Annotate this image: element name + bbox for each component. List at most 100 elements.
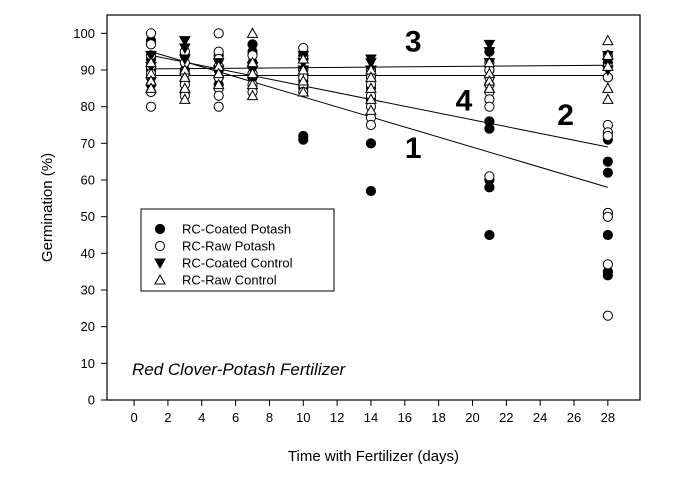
rc-raw-control-point xyxy=(297,85,310,97)
legend-label: RC-Raw Control xyxy=(182,273,277,288)
regression-line-labels: 1 2 3 4 xyxy=(405,26,574,165)
rc-coated-potash-point xyxy=(298,134,309,145)
y-tick-label: 20 xyxy=(81,319,95,334)
x-axis-title: Time with Fertilizer (days) xyxy=(288,448,459,465)
rc-coated-control-point xyxy=(483,39,496,51)
rc-raw-potash-point xyxy=(213,90,224,101)
rc-raw-potash-point xyxy=(484,101,495,112)
regression-line-label: 3 xyxy=(405,26,422,59)
legend: RC-Coated Potash RC-Raw Potash RC-Coated C… xyxy=(140,208,335,292)
rc-raw-control-point xyxy=(365,104,377,115)
regression-line-2 xyxy=(150,54,608,148)
x-tick-label: 8 xyxy=(266,410,273,425)
legend-marker xyxy=(154,240,166,252)
x-tick-label: 20 xyxy=(465,410,479,425)
rc-raw-control-point xyxy=(178,93,191,104)
y-axis-title: Germination (%) xyxy=(39,153,56,262)
data-points xyxy=(145,27,614,321)
rc-raw-potash-point xyxy=(213,101,224,112)
rc-coated-control-point xyxy=(178,43,191,55)
rc-raw-control-point xyxy=(297,74,310,86)
legend-marker xyxy=(154,258,166,270)
regression-line-label: 4 xyxy=(456,84,473,117)
rc-coated-potash-point xyxy=(602,167,613,178)
rc-coated-control-point xyxy=(178,54,191,66)
rc-raw-potash-point xyxy=(484,171,495,182)
rc-raw-control-point xyxy=(246,27,259,38)
rc-raw-potash-point xyxy=(602,211,613,222)
x-tick-label: 12 xyxy=(330,410,344,425)
rc-raw-control-point xyxy=(212,67,225,79)
legend-marker xyxy=(154,223,166,235)
rc-raw-control-point xyxy=(178,82,191,93)
regression-line-label: 1 xyxy=(405,132,422,165)
rc-raw-control-point xyxy=(246,56,259,68)
y-tick-label: 100 xyxy=(73,26,95,41)
rc-raw-control-point xyxy=(365,82,377,93)
rc-raw-control-point xyxy=(483,82,496,93)
y-tick-label: 50 xyxy=(81,209,95,224)
y-tick-label: 90 xyxy=(81,63,95,78)
rc-raw-control-point xyxy=(602,93,614,104)
x-tick-label: 18 xyxy=(431,410,445,425)
legend-label: RC-Raw Potash xyxy=(182,239,275,254)
rc-coated-potash-point xyxy=(484,182,495,193)
rc-raw-control-point xyxy=(483,56,496,68)
rc-coated-control-point xyxy=(365,58,377,69)
x-tick-label: 22 xyxy=(499,410,513,425)
x-tick-label: 14 xyxy=(364,410,378,425)
regression-line-3 xyxy=(150,64,608,70)
x-tick-label: 16 xyxy=(398,410,412,425)
rc-raw-control-point xyxy=(602,82,614,93)
rc-raw-control-point xyxy=(297,63,310,75)
x-tick-label: 28 xyxy=(601,410,615,425)
rc-raw-control-point xyxy=(297,52,310,64)
rc-raw-control-point xyxy=(365,71,377,82)
rc-raw-control-point xyxy=(212,78,225,90)
rc-coated-control-point xyxy=(145,50,157,62)
rc-raw-control-point xyxy=(365,93,377,104)
rc-raw-control-point xyxy=(602,34,614,46)
legend-marker xyxy=(154,273,166,285)
rc-raw-potash-point xyxy=(365,119,377,131)
rc-raw-control-point xyxy=(145,82,157,93)
y-tick-label: 60 xyxy=(81,173,95,188)
legend-box xyxy=(140,208,335,292)
rc-raw-potash-point xyxy=(213,28,224,39)
legend-label: RC-Coated Potash xyxy=(182,222,291,237)
x-tick-label: 26 xyxy=(567,410,581,425)
rc-raw-potash-point xyxy=(602,130,613,142)
rc-raw-potash-point xyxy=(145,101,157,112)
x-tick-label: 2 xyxy=(164,410,171,425)
x-tick-label: 0 xyxy=(130,410,137,425)
regression-line-1 xyxy=(150,51,608,188)
rc-raw-potash-point xyxy=(145,28,157,39)
y-tick-label: 40 xyxy=(81,246,95,261)
plot-frame xyxy=(106,14,641,401)
regression-lines xyxy=(150,51,608,188)
x-tick-label: 4 xyxy=(198,410,205,425)
rc-raw-potash-point xyxy=(602,310,613,321)
chart-annotation: Red Clover-Potash Fertilizer xyxy=(132,360,347,379)
rc-raw-potash-point xyxy=(145,39,157,50)
legend-label: RC-Coated Control xyxy=(182,256,293,271)
x-tick-label: 24 xyxy=(533,410,547,425)
rc-coated-potash-point xyxy=(365,138,377,149)
rc-raw-control-point xyxy=(246,67,259,79)
x-tick-label: 6 xyxy=(232,410,239,425)
rc-coated-potash-point xyxy=(484,229,495,241)
rc-raw-control-point xyxy=(602,49,614,60)
y-tick-label: 80 xyxy=(81,99,95,114)
rc-raw-control-point xyxy=(602,60,614,71)
x-axis: 0 2 4 6 8 10 12 14 16 18 20 22 24 26 28 xyxy=(130,400,615,425)
rc-coated-control-point xyxy=(178,36,191,47)
y-axis: 0 10 20 30 40 50 60 70 80 90 100 xyxy=(73,26,107,408)
rc-raw-control-point xyxy=(178,71,191,82)
rc-coated-potash-point xyxy=(365,185,377,197)
y-tick-label: 70 xyxy=(81,136,95,151)
x-tick-label: 10 xyxy=(296,410,310,425)
rc-raw-control-point xyxy=(246,89,259,101)
rc-raw-potash-point xyxy=(602,259,613,270)
rc-coated-potash-point xyxy=(602,156,613,167)
